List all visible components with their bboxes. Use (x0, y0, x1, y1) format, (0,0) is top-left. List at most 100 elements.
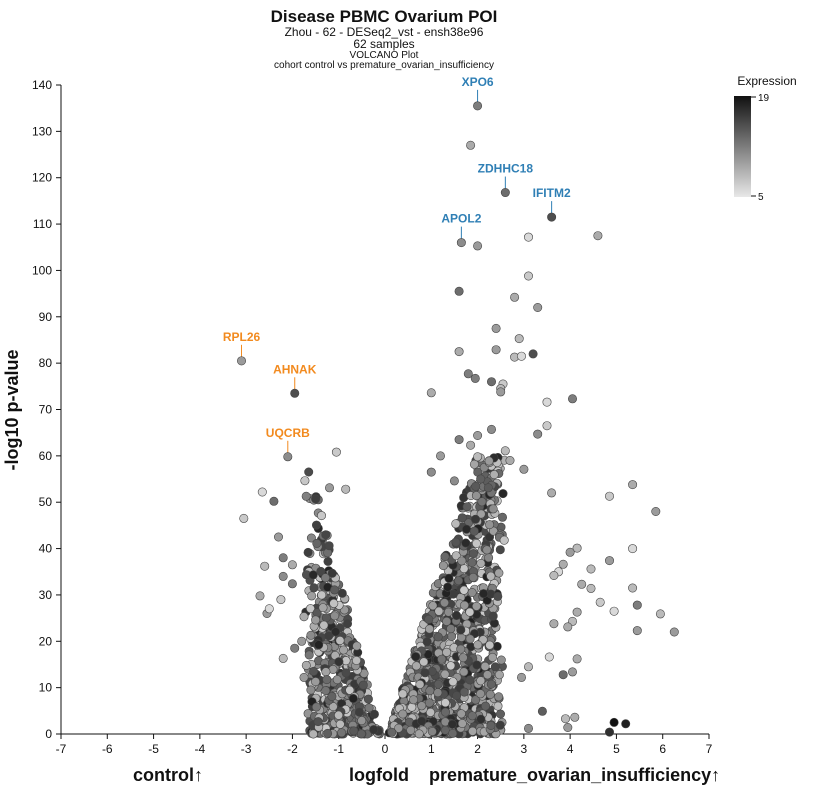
data-point (299, 612, 309, 622)
data-point (327, 568, 337, 578)
data-point (440, 698, 450, 708)
data-point (426, 467, 436, 477)
data-point (322, 675, 332, 685)
data-point (476, 474, 486, 484)
data-point (363, 694, 373, 704)
data-point (563, 722, 573, 732)
data-point (357, 716, 367, 726)
data-point (438, 561, 448, 571)
x-axis-label: logfold (349, 765, 409, 785)
data-point (558, 670, 568, 680)
data-point (345, 685, 355, 695)
data-point (329, 598, 339, 608)
y-tick-label: 120 (32, 171, 52, 185)
data-point (433, 632, 443, 642)
y-axis: 0 10 20 30 40 50 60 70 80 90 100 110 120 130 140 (32, 78, 62, 741)
data-point (549, 619, 559, 629)
data-point (255, 591, 265, 601)
data-point (567, 667, 577, 677)
x-tick-label: 3 (521, 742, 528, 756)
data-point (472, 660, 482, 670)
y-tick-label: 80 (39, 356, 53, 370)
labeled-data-point (290, 388, 300, 398)
data-point (468, 572, 478, 582)
x-tick-label: -4 (195, 742, 206, 756)
data-point (352, 641, 362, 651)
data-point (494, 692, 504, 702)
data-point (415, 679, 425, 689)
data-point (471, 695, 481, 705)
data-point (485, 520, 495, 530)
data-point (422, 637, 432, 647)
data-point (496, 387, 506, 397)
data-point (476, 558, 486, 568)
data-point (424, 614, 434, 624)
data-point (316, 566, 326, 576)
data-point (364, 703, 374, 713)
data-point (669, 627, 679, 637)
data-point (572, 607, 582, 617)
data-point (621, 719, 631, 729)
data-point (489, 470, 499, 480)
data-point (446, 624, 456, 634)
data-point (335, 719, 345, 729)
data-point (309, 666, 319, 676)
data-point (440, 707, 450, 717)
data-point (473, 241, 483, 251)
data-point (443, 582, 453, 592)
data-point (510, 292, 520, 302)
data-point (443, 607, 453, 617)
data-point (269, 496, 279, 506)
data-point (457, 556, 467, 566)
y-tick-label: 70 (39, 403, 53, 417)
data-point (348, 693, 358, 703)
data-point (440, 669, 450, 679)
data-point (495, 720, 505, 730)
data-point (454, 435, 464, 445)
x-tick-label: 0 (382, 742, 389, 756)
y-tick-label: 50 (39, 495, 53, 509)
data-point (323, 556, 333, 566)
data-point (500, 446, 510, 456)
data-point (473, 430, 483, 440)
data-point (516, 672, 526, 682)
data-point (411, 661, 421, 671)
data-point (463, 369, 473, 379)
data-point (570, 712, 580, 722)
data-point (356, 729, 366, 739)
data-point (488, 526, 498, 536)
data-point (486, 679, 496, 689)
labeled-data-point (547, 212, 557, 222)
data-point (334, 710, 344, 720)
data-point (467, 587, 477, 597)
data-point (447, 631, 457, 641)
data-point (632, 626, 642, 636)
gene-label: AHNAK (273, 362, 317, 376)
x-tick-label: 7 (706, 742, 713, 756)
x-tick-label: 5 (613, 742, 620, 756)
data-point (494, 670, 504, 680)
data-point (505, 455, 515, 465)
data-point (306, 630, 316, 640)
data-point (446, 661, 456, 671)
legend-title: Expression (737, 74, 796, 88)
data-point (485, 689, 495, 699)
data-point (305, 604, 315, 614)
data-point (651, 506, 661, 516)
data-point (278, 571, 288, 581)
data-point (398, 689, 408, 699)
data-point (469, 459, 479, 469)
data-point (307, 591, 317, 601)
data-point (482, 670, 492, 680)
data-point (301, 660, 311, 670)
data-point (485, 640, 495, 650)
data-point (290, 643, 300, 653)
data-point (440, 552, 450, 562)
data-point (444, 573, 454, 583)
data-point (369, 709, 379, 719)
data-point (560, 714, 570, 724)
gene-label: XPO6 (462, 75, 494, 89)
data-point (482, 545, 492, 555)
data-point (451, 519, 461, 529)
y-tick-label: 0 (45, 727, 52, 741)
